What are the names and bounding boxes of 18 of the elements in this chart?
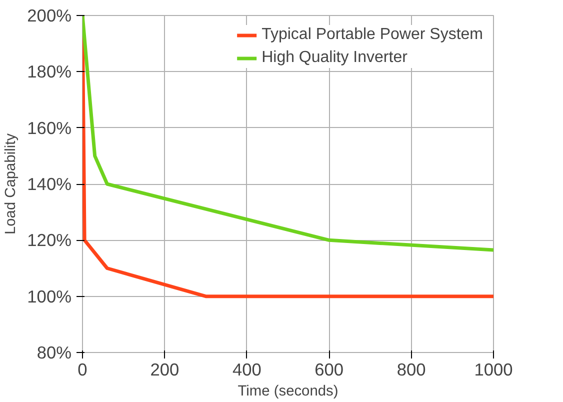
y-tick-label: 160% bbox=[27, 118, 72, 138]
x-tick-label: 1000 bbox=[474, 360, 513, 380]
legend-label: Typical Portable Power System bbox=[262, 26, 483, 44]
x-tick-label: 400 bbox=[232, 360, 262, 380]
y-tick-label: 120% bbox=[27, 230, 72, 250]
x-tick-label: 800 bbox=[396, 360, 426, 380]
legend-label: High Quality Inverter bbox=[262, 49, 408, 67]
y-tick-label: 200% bbox=[27, 6, 72, 26]
y-tick-label: 80% bbox=[36, 342, 72, 362]
y-tick-label: 140% bbox=[27, 174, 72, 194]
x-axis-title: Time (seconds) bbox=[238, 384, 338, 400]
y-axis-title: Load Capability bbox=[3, 132, 20, 235]
line-series bbox=[82, 16, 494, 252]
x-tick-label: 200 bbox=[150, 360, 180, 380]
x-tick-label: 600 bbox=[314, 360, 344, 380]
y-tick-label: 100% bbox=[27, 286, 72, 306]
y-tick-label: 180% bbox=[27, 62, 72, 82]
x-tick-label: 0 bbox=[78, 360, 88, 380]
